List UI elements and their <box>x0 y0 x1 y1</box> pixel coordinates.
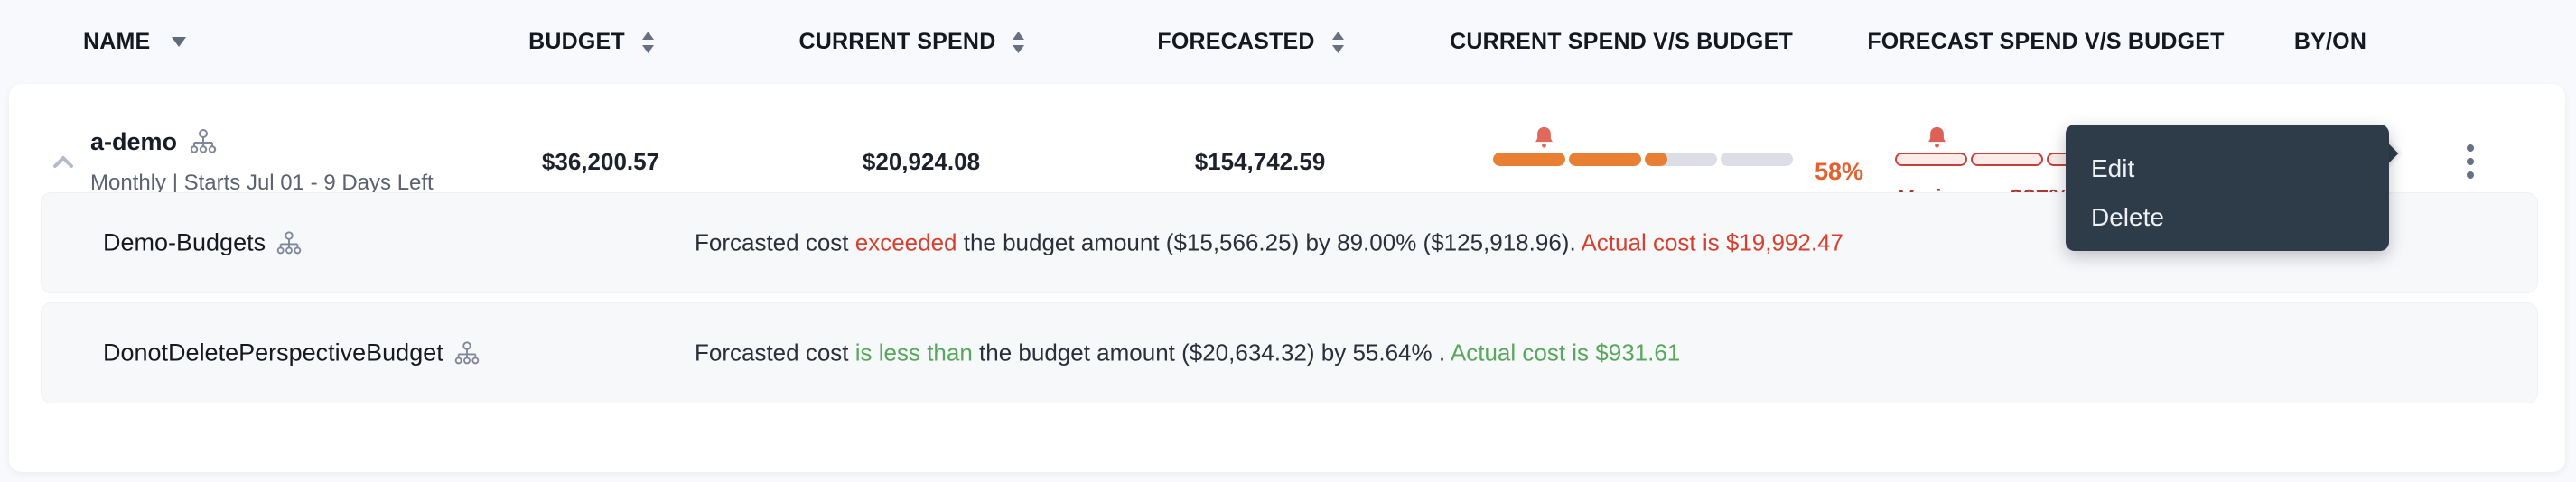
sort-icon[interactable] <box>1331 31 1345 53</box>
hierarchy-icon[interactable] <box>190 128 217 155</box>
budget-name-cell: a-demo Monthly | Starts Jul 01 <box>90 128 470 196</box>
forecasted-amount: $154,742.59 <box>1194 147 1326 175</box>
collapse-row-button[interactable] <box>36 155 90 168</box>
kebab-menu-icon <box>2467 144 2474 152</box>
current-vs-budget-bar <box>1493 153 1793 166</box>
column-label-current-spend: CURRENT SPEND <box>798 29 996 54</box>
current-vs-budget-percent: 58% <box>1815 158 1864 185</box>
budget-schedule: Monthly | Starts Jul 01 - 9 Days Left <box>90 170 434 195</box>
menu-item-edit[interactable]: Edit <box>2091 154 2135 182</box>
sort-icon[interactable] <box>1012 31 1025 53</box>
menu-item-delete[interactable]: Delete <box>2091 203 2164 231</box>
column-label-name: NAME <box>83 29 151 54</box>
budget-amount: $36,200.57 <box>541 147 660 175</box>
chevron-up-icon <box>53 156 73 168</box>
hierarchy-icon[interactable] <box>454 340 480 366</box>
column-label-budget: BUDGET <box>528 29 625 54</box>
column-header-by-on: BY/ON <box>2249 29 2412 55</box>
sub-budget-name-block: DonotDeletePerspectiveBudget <box>103 339 480 367</box>
row-actions-button[interactable] <box>2421 144 2520 179</box>
current-vs-budget-cell: 58% <box>1409 107 1863 216</box>
column-header-current-spend[interactable]: CURRENT SPEND <box>723 29 1102 55</box>
column-label-forecasted: FORECASTED <box>1157 29 1315 54</box>
column-header-forecast-vs-budget: FORECAST SPEND V/S BUDGET <box>1843 29 2249 55</box>
sort-icon[interactable] <box>641 31 655 53</box>
sub-budget-name: Demo-Budgets <box>103 228 266 256</box>
current-spend-cell: $20,924.08 <box>732 148 1111 176</box>
context-menu: Edit Delete <box>2066 125 2389 251</box>
alert-bell-icon <box>1928 126 1946 148</box>
forecasted-cell: $154,742.59 <box>1111 148 1409 176</box>
budget-name: a-demo <box>90 127 178 155</box>
filter-down-icon[interactable] <box>172 37 187 47</box>
column-label-forecast-vs-budget: FORECAST SPEND V/S BUDGET <box>1867 29 2225 54</box>
column-label-by-on: BY/ON <box>2293 29 2367 54</box>
alert-bell-icon <box>1535 126 1554 148</box>
sub-budget-name: DonotDeletePerspectiveBudget <box>103 338 443 366</box>
sub-budget-row: DonotDeletePerspectiveBudget Forcasted c… <box>41 302 2538 403</box>
sub-budget-message: Forcasted cost is less than the budget a… <box>695 338 1681 366</box>
column-label-current-vs-budget: CURRENT SPEND V/S BUDGET <box>1450 29 1793 54</box>
column-header-name[interactable]: NAME <box>81 29 461 55</box>
sub-budget-name-block: Demo-Budgets <box>103 229 302 257</box>
table-header: NAME BUDGET CURRENT SPEND FORECASTED CUR… <box>0 0 2576 84</box>
hierarchy-icon[interactable] <box>276 230 302 255</box>
column-header-budget[interactable]: BUDGET <box>461 29 723 55</box>
sub-budget-message: Forcasted cost exceeded the budget amoun… <box>695 228 1843 256</box>
budget-amount-cell: $36,200.57 <box>470 148 732 176</box>
current-spend-amount: $20,924.08 <box>862 147 981 175</box>
column-header-forecasted[interactable]: FORECASTED <box>1102 29 1400 55</box>
column-header-current-vs-budget: CURRENT SPEND V/S BUDGET <box>1400 29 1843 55</box>
